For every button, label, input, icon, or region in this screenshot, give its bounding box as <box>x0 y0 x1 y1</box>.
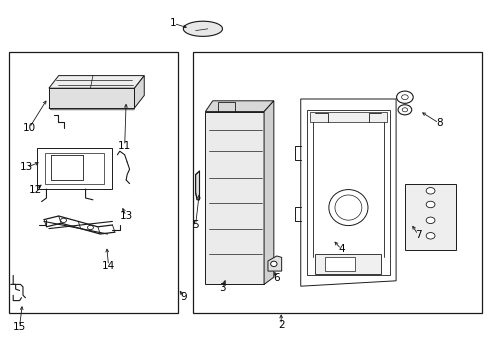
Ellipse shape <box>61 218 66 222</box>
Ellipse shape <box>397 105 411 115</box>
Bar <box>45 153 103 184</box>
Bar <box>309 112 386 122</box>
Text: 9: 9 <box>180 292 186 302</box>
Polygon shape <box>49 76 144 88</box>
Text: 8: 8 <box>435 118 442 128</box>
Polygon shape <box>195 171 199 200</box>
Polygon shape <box>267 256 281 271</box>
Polygon shape <box>205 112 264 284</box>
Text: 2: 2 <box>277 320 284 330</box>
Ellipse shape <box>425 188 434 194</box>
Bar <box>315 254 381 274</box>
Polygon shape <box>49 88 134 108</box>
Text: 5: 5 <box>192 220 199 230</box>
Ellipse shape <box>334 195 361 220</box>
Polygon shape <box>205 101 273 112</box>
Text: 11: 11 <box>118 141 131 151</box>
Polygon shape <box>134 76 144 108</box>
Polygon shape <box>183 21 222 36</box>
Text: 14: 14 <box>102 261 115 271</box>
Text: 1: 1 <box>170 18 177 28</box>
Ellipse shape <box>425 217 434 224</box>
Text: 7: 7 <box>414 230 421 240</box>
Bar <box>37 148 112 189</box>
Text: 3: 3 <box>219 283 225 293</box>
Text: 13: 13 <box>20 162 34 172</box>
Bar <box>193 52 481 313</box>
Ellipse shape <box>396 91 412 103</box>
Bar <box>325 257 354 271</box>
Text: 10: 10 <box>23 123 36 133</box>
Ellipse shape <box>425 201 434 208</box>
Polygon shape <box>300 99 395 286</box>
Text: 15: 15 <box>13 321 26 332</box>
Bar <box>306 110 389 275</box>
Ellipse shape <box>87 225 93 230</box>
Bar <box>404 184 455 250</box>
Text: 12: 12 <box>28 185 42 195</box>
Polygon shape <box>264 101 273 284</box>
Ellipse shape <box>425 233 434 239</box>
Ellipse shape <box>270 261 276 266</box>
Text: 13: 13 <box>119 211 133 221</box>
Ellipse shape <box>401 108 407 112</box>
Bar <box>9 52 178 313</box>
Ellipse shape <box>401 95 407 100</box>
Ellipse shape <box>328 190 367 226</box>
Text: 6: 6 <box>272 273 279 283</box>
Text: 4: 4 <box>337 244 344 254</box>
